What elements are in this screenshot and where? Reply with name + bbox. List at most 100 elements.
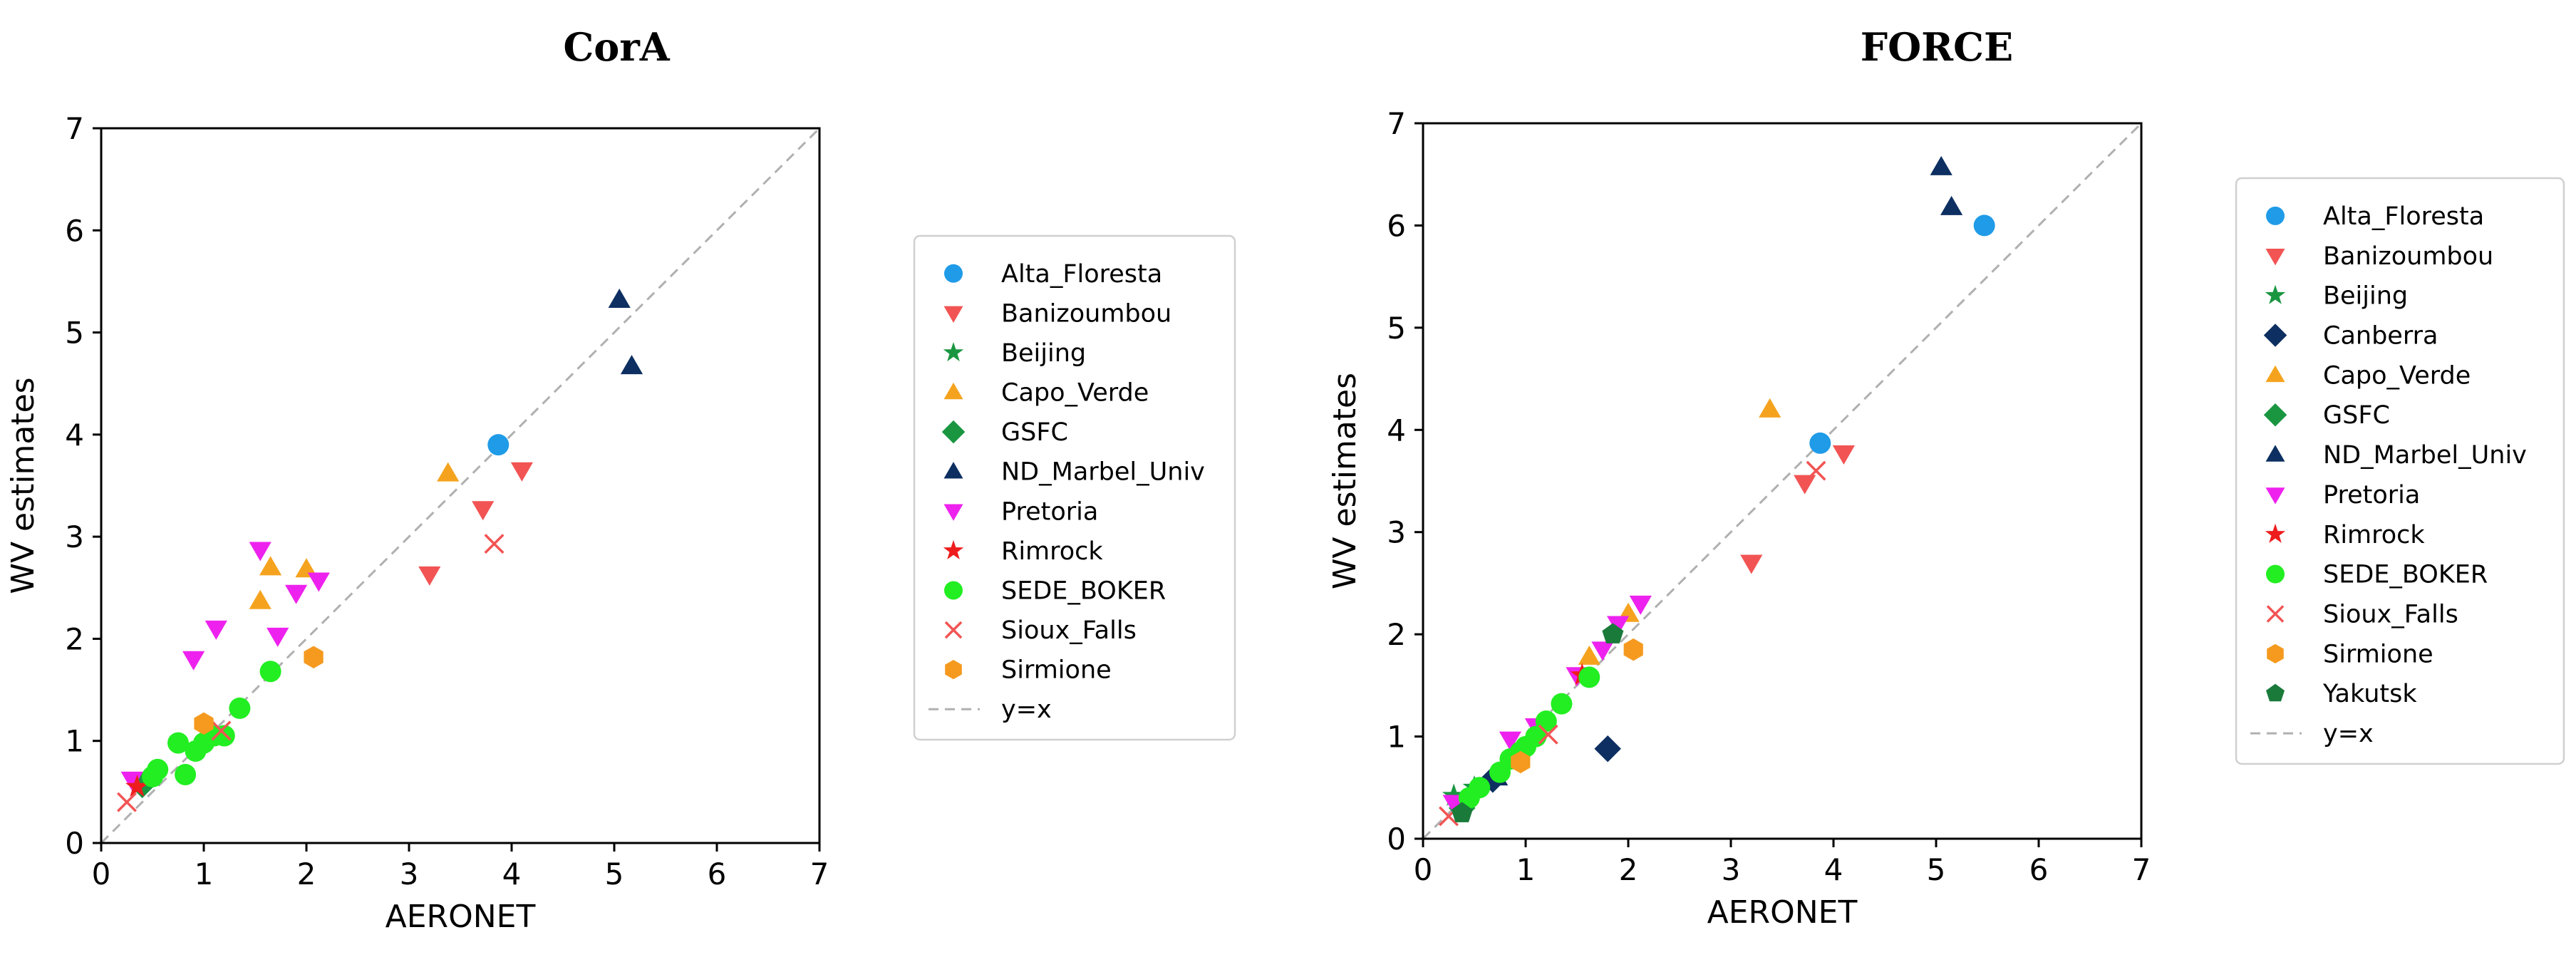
x-tick-label: 7 bbox=[810, 857, 829, 891]
x-tick-label: 2 bbox=[297, 857, 316, 891]
point-capo-verde bbox=[1578, 645, 1600, 665]
point-sioux-falls bbox=[211, 720, 232, 741]
point-alta-floresta bbox=[487, 434, 509, 456]
point-pretoria bbox=[267, 627, 289, 647]
legend-marker-alta-floresta bbox=[944, 264, 963, 283]
y-tick-label: 1 bbox=[65, 724, 84, 759]
legend-box bbox=[913, 234, 1236, 741]
legend-item: y=x bbox=[2250, 720, 2374, 748]
point-sede-boker bbox=[167, 732, 189, 754]
y-tick-label: 3 bbox=[65, 519, 84, 554]
point-sede-boker bbox=[1469, 777, 1491, 799]
point-sede-boker bbox=[1578, 666, 1600, 688]
point-yakutsk bbox=[1602, 623, 1624, 643]
legend-item: Beijing bbox=[2265, 282, 2408, 311]
y-tick-label: 2 bbox=[1387, 617, 1406, 652]
x-tick-label: 0 bbox=[92, 857, 111, 891]
legend-item: ND_Marbel_Univ bbox=[2265, 441, 2527, 470]
legend-item: Rimrock bbox=[943, 537, 1103, 566]
legend-item: GSFC bbox=[941, 418, 1068, 447]
legend-marker-sirmione bbox=[2267, 643, 2284, 663]
point-banizoumbou bbox=[1832, 445, 1855, 465]
y-tick-label: 6 bbox=[1387, 208, 1406, 243]
point-pretoria bbox=[1629, 595, 1652, 615]
legend-marker-beijing bbox=[2265, 284, 2286, 304]
point-sede-boker bbox=[1551, 693, 1573, 715]
y-tick-label: 7 bbox=[65, 111, 84, 146]
y-tick-label: 2 bbox=[65, 621, 84, 656]
point-sirmione bbox=[1623, 638, 1643, 661]
point-nd-marbel-univ bbox=[620, 355, 643, 375]
point-sioux-falls bbox=[1806, 460, 1826, 481]
point-capo-verde bbox=[1759, 398, 1781, 418]
legend-marker-nd-marbel-univ bbox=[2265, 445, 2285, 462]
y-tick-label: 0 bbox=[65, 826, 84, 861]
x-tick-label: 6 bbox=[708, 857, 727, 891]
point-banizoumbou bbox=[1794, 475, 1816, 495]
x-tick-label: 1 bbox=[195, 857, 214, 891]
y-tick-label: 7 bbox=[1387, 106, 1406, 141]
legend-label: Banizoumbou bbox=[1001, 299, 1171, 328]
x-tick-label: 5 bbox=[1927, 852, 1946, 887]
legend-label: ND_Marbel_Univ bbox=[1001, 458, 1205, 487]
legend-item: Banizoumbou bbox=[943, 299, 1171, 328]
y-tick-label: 3 bbox=[1387, 515, 1406, 550]
legend-marker-rimrock bbox=[2265, 523, 2286, 543]
y-tick-label: 1 bbox=[1387, 720, 1406, 755]
legend-marker-yakutsk bbox=[2266, 683, 2285, 702]
legend-item: SEDE_BOKER bbox=[944, 576, 1166, 605]
legend-label: GSFC bbox=[1001, 418, 1068, 447]
chart-title: CorA bbox=[563, 24, 670, 70]
point-nd-marbel-univ bbox=[1940, 195, 1963, 215]
point-pretoria bbox=[249, 542, 271, 562]
point-pretoria bbox=[1499, 731, 1521, 751]
legend-marker-gsfc bbox=[941, 420, 966, 444]
y-tick-label: 0 bbox=[1387, 822, 1406, 857]
point-pretoria bbox=[205, 620, 227, 640]
chart-title: FORCE bbox=[1861, 24, 2013, 70]
y-axis-label: WV estimates bbox=[1327, 373, 1363, 589]
legend-marker-sede-boker bbox=[2266, 564, 2285, 584]
legend-item: Yakutsk bbox=[2266, 680, 2417, 708]
legend-box bbox=[2235, 177, 2565, 765]
x-axis-label: AERONET bbox=[386, 899, 536, 935]
point-sede-boker bbox=[229, 697, 251, 719]
point-alta-floresta bbox=[1809, 432, 1831, 454]
legend-item: Beijing bbox=[943, 339, 1086, 368]
legend-item: Sioux_Falls bbox=[944, 616, 1137, 645]
point-capo-verde bbox=[295, 558, 318, 578]
point-sede-boker bbox=[175, 763, 197, 785]
point-sirmione bbox=[194, 712, 214, 735]
chart-cora: CorA 0 1 2 3 4 5 6 7 0 1 2 3 4 5 6 7 AERONET WV estimates A… bbox=[5, 24, 1236, 935]
plot-frame bbox=[1422, 122, 2143, 840]
legend-label: Sirmione bbox=[1001, 656, 1112, 685]
point-canberra bbox=[1594, 735, 1621, 762]
y-tick-label: 5 bbox=[65, 316, 84, 351]
legend-marker-sioux-falls bbox=[944, 621, 963, 639]
legend-item: Pretoria bbox=[2265, 481, 2420, 510]
legend-item: GSFC bbox=[2263, 401, 2390, 430]
point-pretoria bbox=[182, 651, 205, 671]
legend-label: Alta_Floresta bbox=[1001, 260, 1162, 289]
x-tick-label: 1 bbox=[1516, 852, 1536, 887]
legend-label: y=x bbox=[1001, 695, 1052, 724]
legend: Alta_Floresta Banizoumbou Beijing Capo_Verd… bbox=[913, 234, 1236, 741]
point-pretoria bbox=[307, 572, 330, 592]
legend-item: Banizoumbou bbox=[2265, 242, 2493, 271]
legend-label: Canberra bbox=[2323, 322, 2438, 351]
legend-item: Pretoria bbox=[943, 497, 1098, 526]
legend-label: Sirmione bbox=[2323, 640, 2433, 668]
point-yakutsk bbox=[1451, 802, 1473, 822]
legend-label: Yakutsk bbox=[2322, 680, 2417, 708]
legend-marker-gsfc bbox=[2263, 403, 2287, 427]
x-tick-label: 2 bbox=[1619, 852, 1638, 887]
legend-label: Capo_Verde bbox=[1001, 379, 1149, 408]
point-capo-verde bbox=[259, 556, 282, 576]
point-pretoria bbox=[285, 584, 308, 604]
legend-item: Sirmione bbox=[945, 656, 1112, 685]
legend-label: Beijing bbox=[1001, 339, 1086, 368]
point-capo-verde bbox=[437, 462, 460, 482]
legend-marker-pretoria bbox=[943, 504, 963, 521]
legend-item: Alta_Floresta bbox=[2266, 202, 2484, 231]
